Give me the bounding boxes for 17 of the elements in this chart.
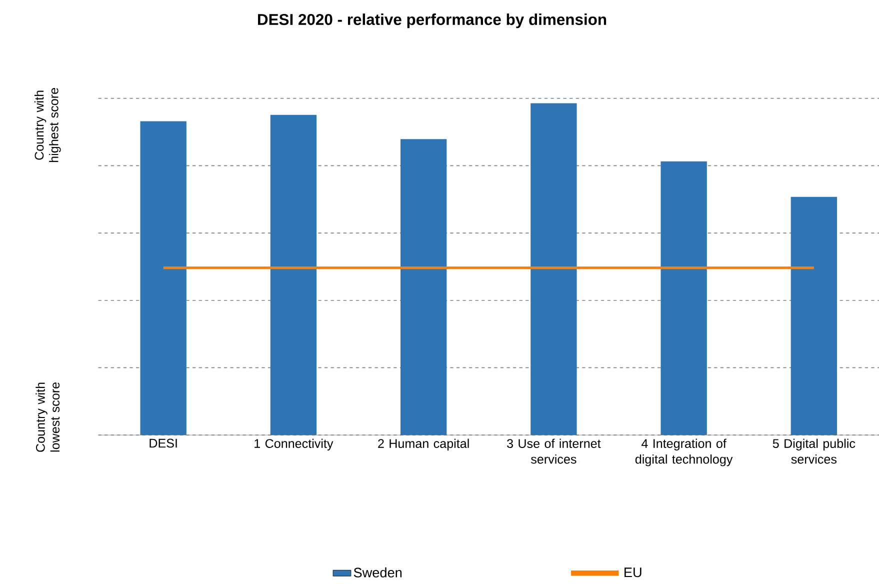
x-tick-label: 2 Human capital xyxy=(378,438,469,450)
chart-title: DESI 2020 - relative performance by dimension xyxy=(258,14,606,28)
bar xyxy=(660,161,707,436)
x-tick-label: 3 Use of internet services xyxy=(507,438,601,464)
text: Country with highest score xyxy=(34,88,61,162)
bar xyxy=(140,121,186,436)
x-tick-label: 1 Connectivity xyxy=(254,438,334,450)
x-tick-label: 4 Integration of digital technology xyxy=(635,438,733,466)
legend-label: Sweden xyxy=(354,567,402,578)
text: Country with lowest score xyxy=(36,382,60,452)
bar xyxy=(400,139,447,436)
x-tick-label: DESI xyxy=(150,438,177,448)
legend-label: EU xyxy=(624,568,642,578)
bar xyxy=(530,103,577,436)
x-tick-label: 5 Digital public services xyxy=(772,438,856,464)
bar xyxy=(270,114,317,436)
bar xyxy=(790,196,838,436)
